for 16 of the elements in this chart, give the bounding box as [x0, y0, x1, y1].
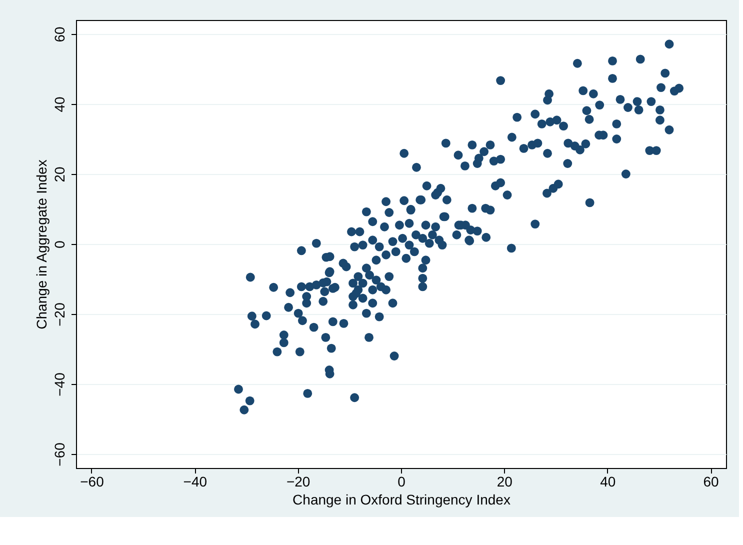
- x-tick-label: 20: [496, 474, 513, 490]
- y-tick-label: 60: [52, 26, 68, 42]
- x-tick-label: 0: [398, 474, 406, 490]
- y-axis-title: Change in Aggregate Index: [34, 160, 50, 330]
- y-tick-label: −60: [52, 442, 68, 466]
- x-tick-label: −20: [286, 474, 310, 490]
- y-tick-label: 20: [52, 166, 68, 182]
- y-tick-label: 0: [52, 240, 68, 248]
- x-tick-label: 60: [703, 474, 720, 490]
- y-tick-label: −40: [52, 372, 68, 396]
- x-axis-title: Change in Oxford Stringency Index: [292, 492, 510, 508]
- y-tick-label: −20: [52, 302, 68, 326]
- x-tick-label: −40: [183, 474, 208, 490]
- y-tick-label: 40: [52, 96, 68, 112]
- x-tick-label: −60: [80, 474, 104, 490]
- x-tick-label: 40: [600, 474, 616, 490]
